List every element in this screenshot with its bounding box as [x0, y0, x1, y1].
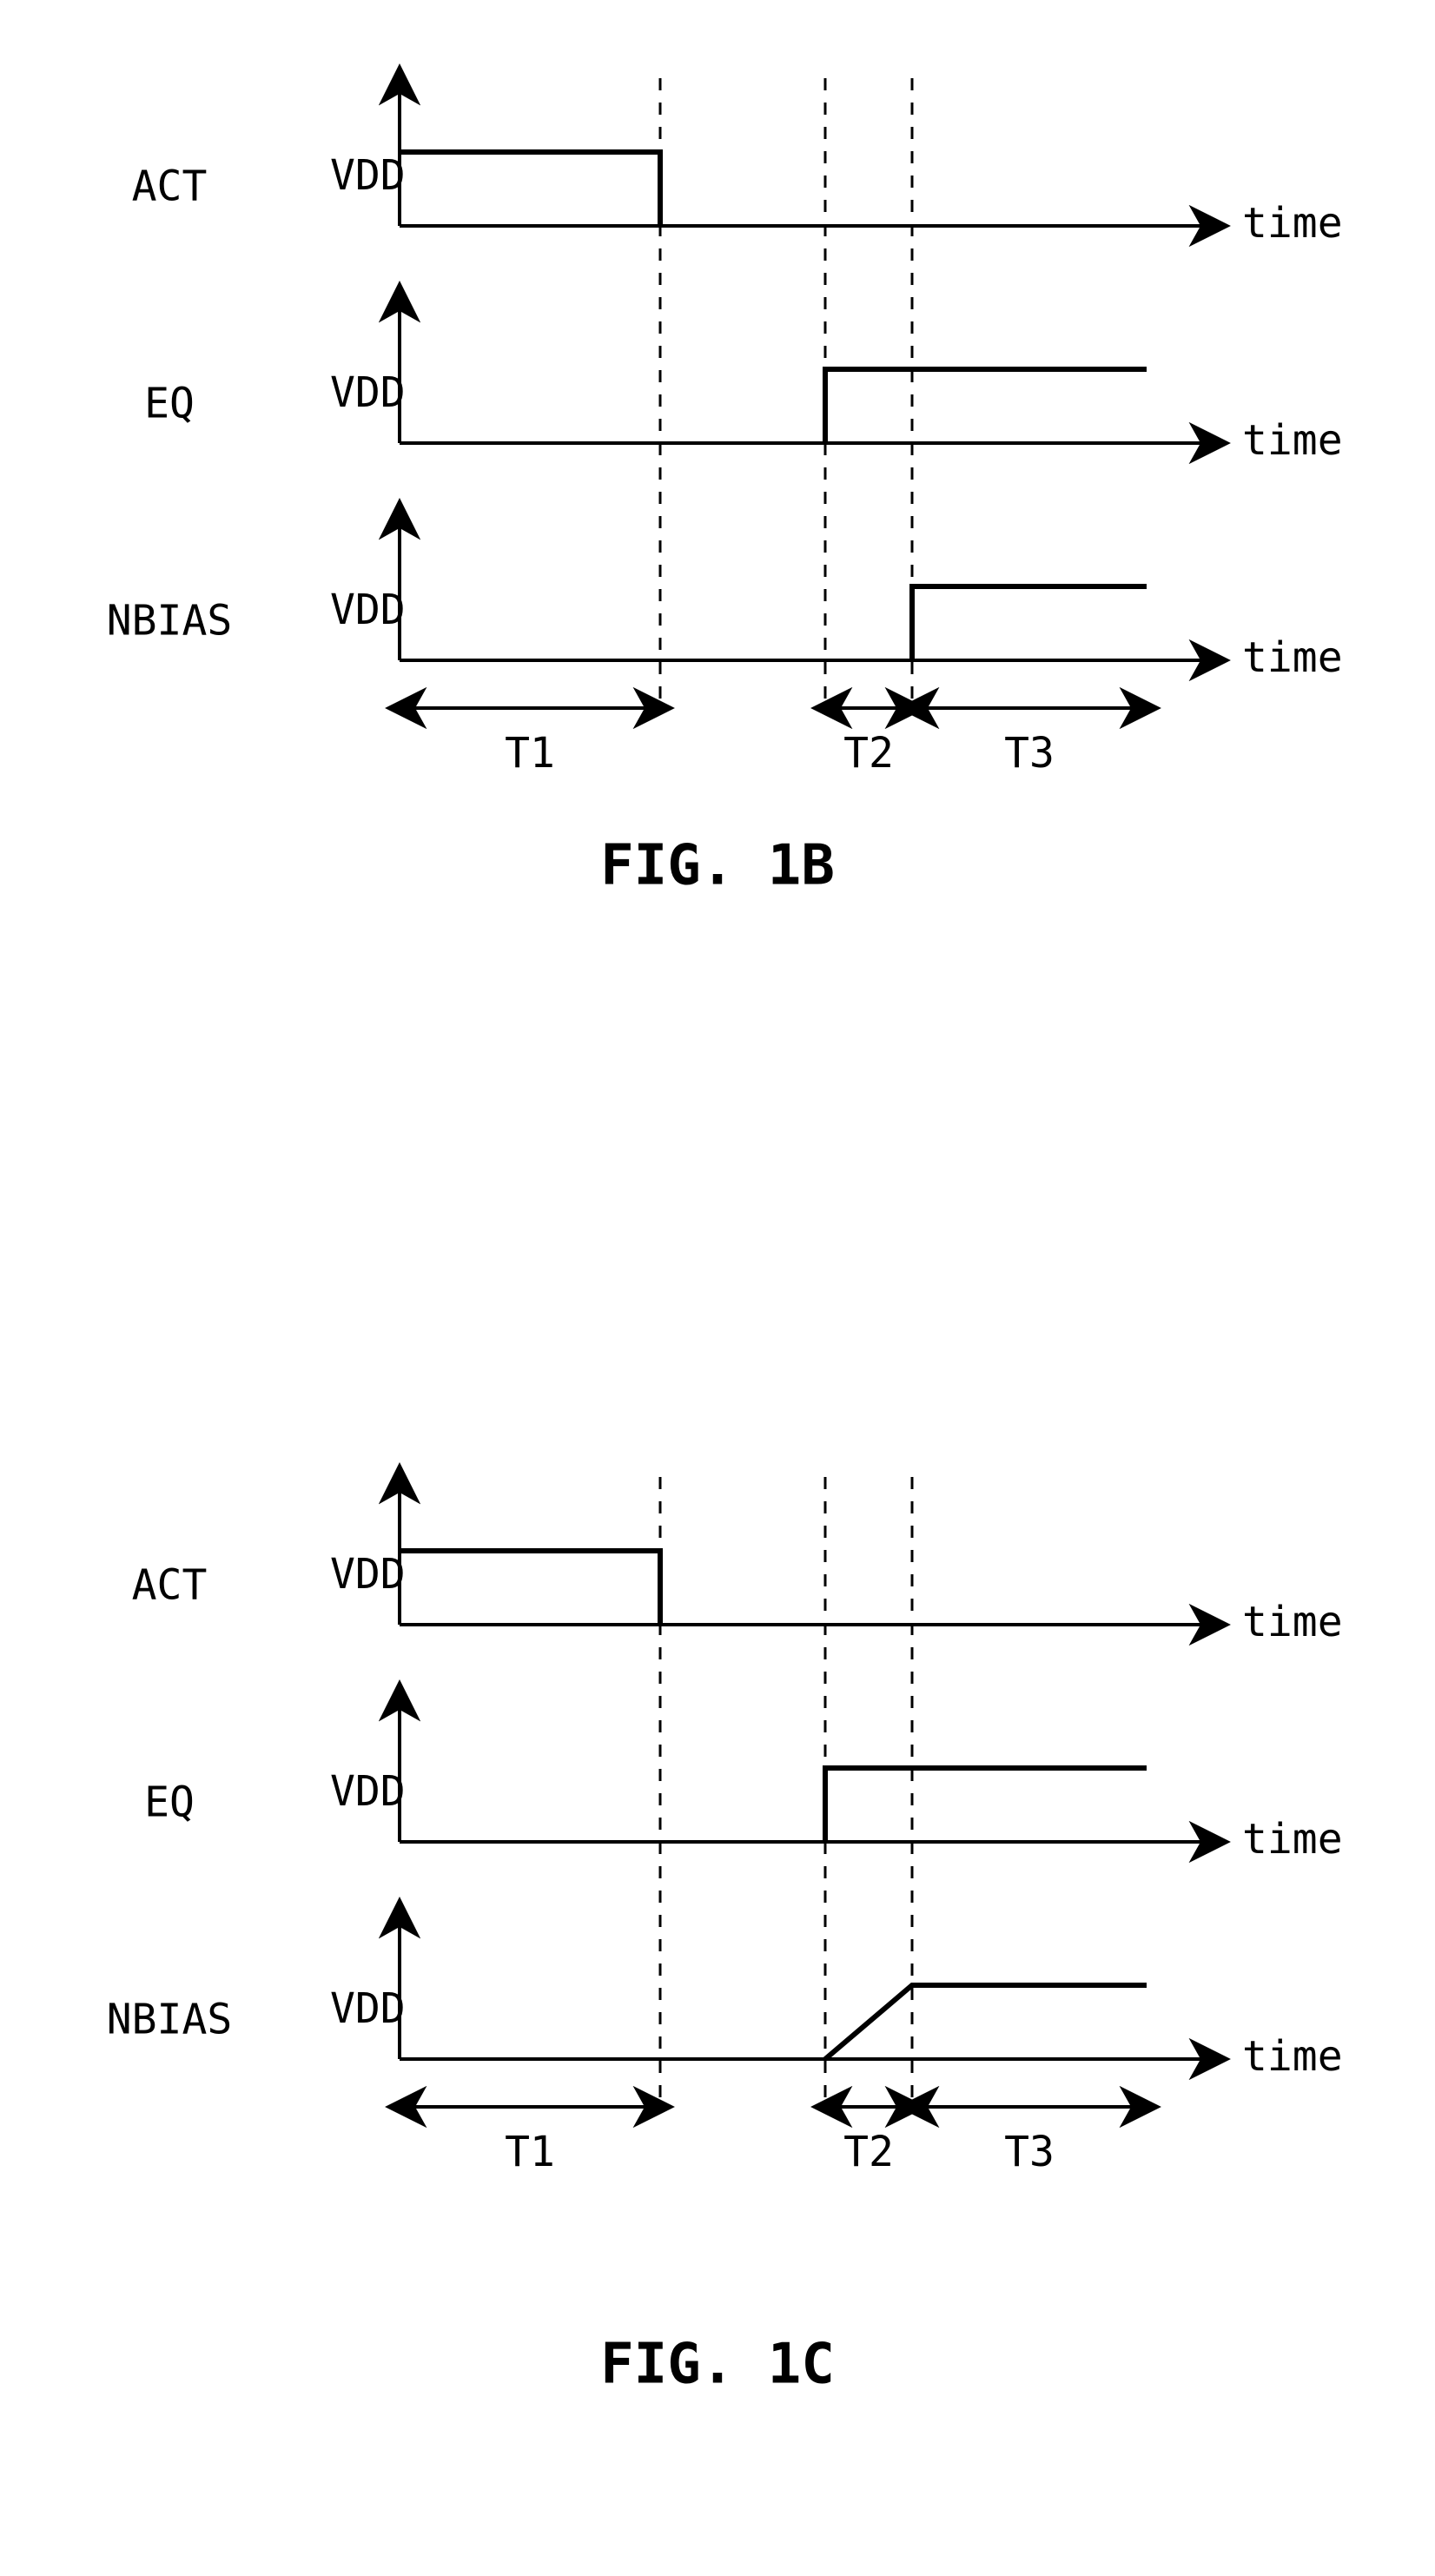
waveform-eq	[825, 1768, 1147, 1842]
waveform-act	[400, 152, 660, 226]
x-axis-label: time	[1242, 416, 1343, 465]
vdd-label: VDD	[330, 151, 406, 200]
x-axis-label: time	[1242, 199, 1343, 248]
x-axis-label: time	[1242, 2032, 1343, 2081]
vdd-label: VDD	[330, 1984, 406, 2033]
interval-label: T1	[505, 729, 555, 778]
waveform-nbias_step	[912, 586, 1147, 660]
x-axis-label: time	[1242, 633, 1343, 682]
vdd-label: VDD	[330, 1767, 406, 1816]
waveform-act	[400, 1551, 660, 1625]
interval-label: T2	[843, 729, 894, 778]
interval-label: T3	[1004, 729, 1055, 778]
signal-name: NBIAS	[107, 1996, 233, 2044]
signal-name: ACT	[132, 162, 208, 211]
signal-name: NBIAS	[107, 597, 233, 646]
figure-caption: FIG. 1C	[600, 2333, 835, 2397]
vdd-label: VDD	[330, 1550, 406, 1599]
vdd-label: VDD	[330, 368, 406, 417]
x-axis-label: time	[1242, 1598, 1343, 1646]
x-axis-label: time	[1242, 1815, 1343, 1864]
interval-label: T2	[843, 2128, 894, 2176]
figure-caption: FIG. 1B	[600, 834, 835, 898]
vdd-label: VDD	[330, 586, 406, 634]
waveform-eq	[825, 369, 1147, 443]
signal-name: ACT	[132, 1561, 208, 1610]
signal-name: EQ	[144, 1778, 195, 1827]
interval-label: T1	[505, 2128, 555, 2176]
waveform-nbias_ramp	[825, 1985, 1147, 2059]
interval-label: T3	[1004, 2128, 1055, 2176]
signal-name: EQ	[144, 380, 195, 428]
